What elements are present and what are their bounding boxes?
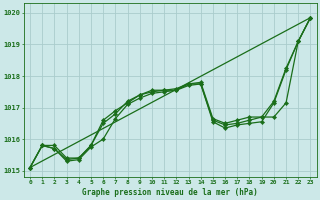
X-axis label: Graphe pression niveau de la mer (hPa): Graphe pression niveau de la mer (hPa)	[82, 188, 258, 197]
